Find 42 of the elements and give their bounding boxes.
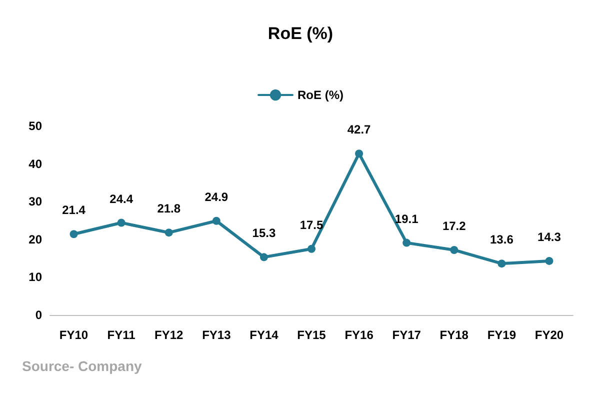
data-label: 24.9 bbox=[204, 190, 228, 204]
x-tick-label: FY16 bbox=[344, 328, 374, 342]
chart-title: RoE (%) bbox=[268, 24, 334, 43]
point bbox=[70, 230, 78, 238]
x-tick-label: FY18 bbox=[440, 328, 469, 342]
y-tick-label: 30 bbox=[28, 194, 42, 209]
point bbox=[402, 238, 411, 247]
x-tick-label: FY19 bbox=[487, 328, 516, 342]
point bbox=[164, 228, 173, 237]
x-tick-label: FY20 bbox=[534, 328, 564, 342]
data-label: 17.2 bbox=[442, 218, 466, 233]
data-label: 24.4 bbox=[110, 192, 134, 206]
point bbox=[355, 150, 364, 158]
x-tick-label: FY10 bbox=[59, 328, 88, 342]
x-tick-label: FY11 bbox=[107, 328, 136, 342]
data-label: 15.3 bbox=[252, 226, 276, 240]
x-tick-label: FY17 bbox=[392, 328, 422, 342]
point bbox=[260, 253, 268, 262]
data-label: 19.1 bbox=[394, 212, 419, 226]
data-label: 21.4 bbox=[62, 203, 86, 218]
source-note: Source- Company bbox=[22, 358, 142, 374]
y-tick-label: 50 bbox=[28, 119, 42, 133]
data-label: 14.3 bbox=[538, 230, 562, 244]
point bbox=[498, 260, 506, 268]
point bbox=[308, 244, 316, 253]
point bbox=[117, 218, 126, 227]
data-label: 13.6 bbox=[490, 232, 514, 247]
y-tick-label: 20 bbox=[28, 232, 42, 246]
x-tick-label: FY15 bbox=[297, 328, 326, 342]
x-tick-label: FY13 bbox=[202, 328, 232, 342]
data-label: 42.7 bbox=[347, 122, 372, 137]
x-tick-label: FY12 bbox=[154, 328, 184, 342]
data-label: 21.8 bbox=[157, 202, 181, 216]
x-tick-label: FY14 bbox=[250, 328, 279, 342]
legend-label: RoE (%) bbox=[298, 88, 344, 102]
y-tick-label: 40 bbox=[28, 156, 42, 171]
y-tick-label: 0 bbox=[35, 308, 42, 322]
y-tick-label: 10 bbox=[28, 270, 42, 284]
point bbox=[450, 246, 458, 254]
point bbox=[212, 216, 220, 225]
point bbox=[545, 256, 554, 265]
data-label: 17.5 bbox=[300, 218, 324, 232]
